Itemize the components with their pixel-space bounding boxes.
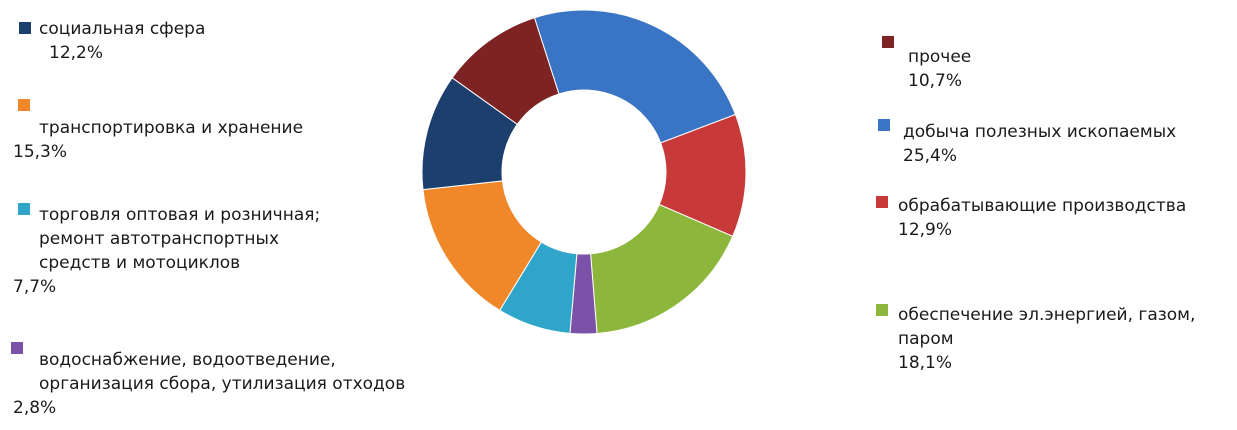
donut-slice xyxy=(451,17,560,126)
legend-label: обрабатывающие производства xyxy=(898,196,1187,216)
legend-label: социальная сфера xyxy=(39,19,206,39)
legend-label: организация сбора, утилизация отходов xyxy=(39,374,406,394)
legend-entry: торговля оптовая и розничная; ремонт авто… xyxy=(13,203,321,299)
donut-slice xyxy=(533,9,737,144)
legend-swatch xyxy=(18,99,30,111)
legend-entry: прочее 10,7% xyxy=(908,45,971,93)
legend-value: 15,3% xyxy=(13,142,68,162)
legend-label: прочее xyxy=(908,47,972,67)
legend-value: 18,1% xyxy=(898,353,953,373)
legend-swatch xyxy=(19,22,31,34)
legend-entry: обрабатывающие производства 12,9% xyxy=(898,194,1186,242)
legend-value: 25,4% xyxy=(903,146,958,166)
legend-value: 12,2% xyxy=(49,43,104,63)
legend-value: 10,7% xyxy=(908,71,963,91)
legend-label: обеспечение эл.энергией, газом, xyxy=(898,305,1196,325)
legend-entry: водоснабжение, водоотведение, организация… xyxy=(13,348,406,420)
legend-value: 7,7% xyxy=(13,277,57,297)
legend-label: средств и мотоциклов xyxy=(39,253,241,273)
legend-swatch xyxy=(11,342,23,354)
legend-label: паром xyxy=(898,329,954,349)
legend-entry: обеспечение эл.энергией, газом, паром 18,1… xyxy=(898,303,1195,375)
legend-swatch xyxy=(18,203,30,215)
legend-label: транспортировка и хранение xyxy=(39,118,304,138)
legend-value: 12,9% xyxy=(898,220,953,240)
legend-swatch xyxy=(878,119,890,131)
legend-entry: социальная сфера 12,2% xyxy=(39,17,205,65)
legend-entry: добыча полезных ископаемых 25,4% xyxy=(903,120,1176,168)
legend-label: добыча полезных ископаемых xyxy=(903,122,1177,142)
legend-label: водоснабжение, водоотведение, xyxy=(39,350,336,370)
legend-label: ремонт автотранспортных xyxy=(39,229,280,249)
legend-swatch xyxy=(882,36,894,48)
donut-slice xyxy=(590,203,734,335)
legend-label: торговля оптовая и розничная; xyxy=(39,205,321,225)
legend-value: 2,8% xyxy=(13,398,57,418)
legend-entry: транспортировка и хранение 15,3% xyxy=(13,116,304,164)
legend-swatch xyxy=(876,304,888,316)
legend-swatch xyxy=(876,196,888,208)
